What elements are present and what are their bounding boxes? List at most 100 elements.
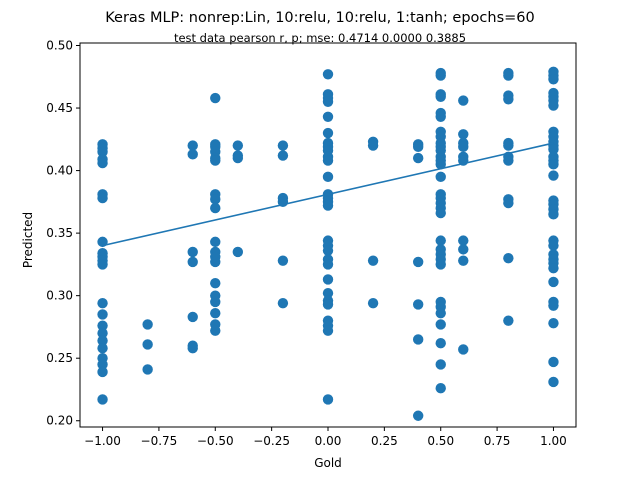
- data-point-4: [97, 157, 108, 169]
- data-point-85: [322, 299, 334, 310]
- data-point-129: [435, 319, 446, 330]
- data-point-20: [97, 366, 108, 378]
- data-point-104: [435, 91, 446, 102]
- data-point-97: [412, 256, 424, 268]
- data-point-13: [97, 309, 108, 320]
- data-point-47: [210, 296, 221, 308]
- x-axis: −1.00 −0.75 −0.50 −0.25 0.00 0.25 0.50 0.75 1.00: [84, 427, 567, 448]
- data-point-28: [187, 256, 198, 268]
- x-tick-label: −1.00: [84, 434, 121, 448]
- y-tick-label: 0.45: [46, 101, 73, 115]
- data-point-66: [322, 127, 334, 139]
- data-point-29: [187, 311, 198, 323]
- data-point-181: [548, 276, 559, 288]
- regression-line: [102, 142, 554, 247]
- y-axis: 0.20 0.25 0.30 0.35 0.40 0.45 0.50: [46, 39, 80, 428]
- x-tick-label: −0.75: [141, 434, 178, 448]
- data-point-133: [458, 95, 469, 106]
- data-point-141: [458, 255, 469, 266]
- data-point-27: [187, 246, 198, 258]
- data-point-55: [277, 140, 289, 151]
- x-tick-label: 0.75: [484, 434, 511, 448]
- data-point-79: [322, 245, 334, 256]
- data-point-14: [97, 320, 108, 331]
- data-point-98: [412, 299, 424, 310]
- data-point-102: [435, 70, 446, 81]
- data-point-17: [97, 343, 108, 354]
- data-point-81: [322, 259, 334, 270]
- data-point-61: [322, 69, 334, 80]
- data-point-166: [548, 144, 559, 155]
- data-point-22: [142, 319, 153, 330]
- data-point-96: [412, 152, 424, 164]
- x-tick-label: 0.25: [371, 434, 398, 448]
- data-point-25: [187, 140, 198, 151]
- data-point-157: [548, 74, 559, 85]
- data-point-21: [97, 394, 108, 405]
- x-tick-label: −0.25: [253, 434, 290, 448]
- data-point-100: [412, 410, 424, 421]
- data-point-89: [322, 394, 334, 405]
- x-tick-label: 0.50: [427, 434, 454, 448]
- x-axis-label: Gold: [314, 456, 342, 470]
- data-point-148: [503, 140, 514, 151]
- data-point-150: [503, 155, 514, 166]
- data-point-91: [367, 140, 379, 151]
- data-point-76: [322, 200, 334, 211]
- data-point-12: [97, 297, 108, 309]
- data-point-15: [97, 327, 108, 339]
- data-point-71: [322, 155, 334, 166]
- data-point-130: [435, 338, 446, 349]
- data-point-50: [210, 325, 221, 336]
- data-point-131: [435, 359, 446, 370]
- data-point-132: [435, 383, 446, 394]
- y-tick-label: 0.35: [46, 226, 73, 240]
- data-point-92: [367, 255, 379, 266]
- y-tick-label: 0.30: [46, 289, 73, 303]
- data-point-154: [503, 315, 514, 326]
- x-tick-label: 1.00: [540, 434, 567, 448]
- data-point-134: [458, 129, 469, 140]
- data-point-82: [322, 274, 334, 285]
- data-point-59: [277, 255, 289, 266]
- chart-subtitle: test data pearson r, p; mse: 0.4714 0.00…: [174, 31, 466, 45]
- data-point-152: [503, 197, 514, 209]
- data-point-19: [97, 359, 108, 370]
- data-point-128: [435, 307, 446, 319]
- y-tick-label: 0.50: [46, 39, 73, 53]
- x-tick-label: 0.00: [315, 434, 342, 448]
- data-point-41: [210, 236, 221, 248]
- data-point-184: [548, 317, 559, 329]
- data-point-45: [210, 277, 221, 289]
- data-point-114: [435, 159, 446, 170]
- data-point-56: [277, 150, 289, 161]
- data-point-144: [503, 70, 514, 81]
- data-point-48: [210, 307, 221, 319]
- data-point-2: [97, 146, 108, 158]
- data-point-170: [548, 170, 559, 181]
- data-point-174: [548, 209, 559, 220]
- data-point-44: [210, 256, 221, 268]
- data-point-83: [322, 287, 334, 299]
- data-point-146: [503, 94, 514, 105]
- data-point-72: [322, 171, 334, 183]
- chart-title: Keras MLP: nonrep:Lin, 10:relu, 10:relu,…: [105, 10, 535, 26]
- data-point-136: [458, 141, 469, 153]
- data-point-176: [548, 240, 559, 251]
- data-point-37: [210, 155, 221, 166]
- data-point-53: [232, 152, 244, 164]
- data-point-40: [210, 202, 221, 214]
- x-tick-label: −0.50: [197, 434, 234, 448]
- data-point-24: [142, 364, 153, 375]
- data-point-31: [187, 343, 198, 354]
- data-point-180: [548, 262, 559, 274]
- data-point-93: [367, 297, 379, 309]
- data-point-125: [435, 259, 446, 270]
- data-point-142: [458, 344, 469, 355]
- data-point-51: [232, 140, 244, 151]
- data-point-186: [548, 376, 559, 388]
- data-point-106: [435, 111, 446, 123]
- y-tick-label: 0.20: [46, 414, 73, 428]
- data-point-183: [548, 300, 559, 311]
